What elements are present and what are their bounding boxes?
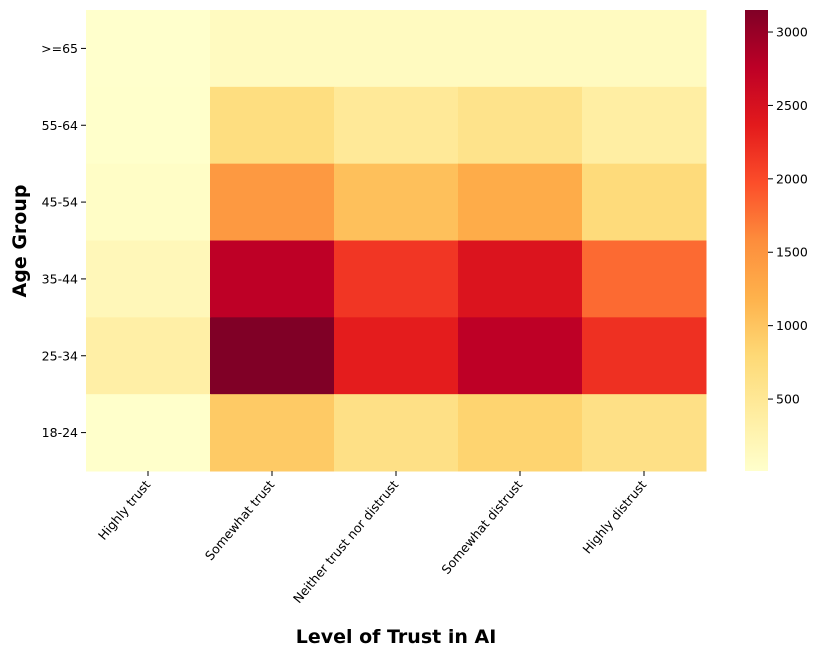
colorbar-tick-label: 3000 bbox=[776, 25, 808, 40]
colorbar-tick-label: 2500 bbox=[776, 98, 808, 113]
heatmap-cell bbox=[582, 163, 707, 241]
colorbar bbox=[745, 10, 768, 471]
x-tick-label: Highly trust bbox=[95, 477, 153, 543]
y-tick-label: >=65 bbox=[41, 41, 78, 56]
colorbar-tick-label: 2000 bbox=[776, 171, 808, 186]
x-tick-label: Highly distrust bbox=[579, 477, 649, 556]
heatmap-cells bbox=[86, 10, 707, 472]
heatmap-cell bbox=[86, 163, 211, 241]
y-tick-label: 55-64 bbox=[42, 118, 78, 133]
x-tick-label: Somewhat trust bbox=[202, 477, 278, 563]
heatmap-cell bbox=[86, 10, 211, 88]
y-tick-label: 45-54 bbox=[42, 195, 78, 210]
y-axis-ticks: >=65 55-64 45-54 35-44 25-34 18-24 bbox=[41, 41, 86, 440]
heatmap-cell bbox=[86, 394, 211, 472]
heatmap-cell bbox=[334, 317, 459, 395]
y-axis-title: Age Group bbox=[9, 185, 31, 298]
heatmap-cell bbox=[582, 86, 707, 165]
x-tick-label: Somewhat distrust bbox=[438, 477, 525, 577]
heatmap-cell bbox=[210, 317, 335, 395]
colorbar-tick-label: 1500 bbox=[776, 245, 808, 260]
heatmap-cell bbox=[458, 394, 583, 472]
x-axis-title: Level of Trust in AI bbox=[296, 626, 497, 648]
heatmap-cell bbox=[582, 10, 707, 88]
heatmap-cell bbox=[458, 10, 583, 88]
heatmap-cell bbox=[86, 86, 211, 165]
heatmap-cell bbox=[334, 240, 459, 318]
heatmap-cell bbox=[86, 317, 211, 395]
heatmap-cell bbox=[458, 86, 583, 165]
x-axis-ticks: Highly trust Somewhat trust Neither trust … bbox=[95, 471, 649, 606]
colorbar-tick-label: 1000 bbox=[776, 318, 808, 333]
heatmap-cell bbox=[582, 240, 707, 318]
heatmap-cell bbox=[210, 10, 335, 88]
heatmap-cell bbox=[86, 240, 211, 318]
heatmap-cell bbox=[334, 86, 459, 165]
y-tick-label: 25-34 bbox=[42, 348, 78, 363]
colorbar-ticks: 500 1000 1500 2000 2500 3000 bbox=[768, 25, 808, 407]
heatmap-cell bbox=[334, 163, 459, 241]
colorbar-tick-label: 500 bbox=[776, 392, 800, 407]
heatmap-cell bbox=[210, 86, 335, 165]
heatmap-cell bbox=[582, 394, 707, 472]
heatmap-cell bbox=[334, 10, 459, 88]
heatmap-cell bbox=[458, 163, 583, 241]
heatmap-cell bbox=[210, 163, 335, 241]
y-tick-label: 18-24 bbox=[42, 425, 78, 440]
y-tick-label: 35-44 bbox=[42, 271, 78, 286]
heatmap-cell bbox=[210, 240, 335, 318]
heatmap-cell bbox=[334, 394, 459, 472]
heatmap-cell bbox=[582, 317, 707, 395]
heatmap-cell bbox=[458, 317, 583, 395]
x-tick-label: Neither trust nor distrust bbox=[290, 477, 401, 606]
heatmap-cell bbox=[458, 240, 583, 318]
heatmap-cell bbox=[210, 394, 335, 472]
